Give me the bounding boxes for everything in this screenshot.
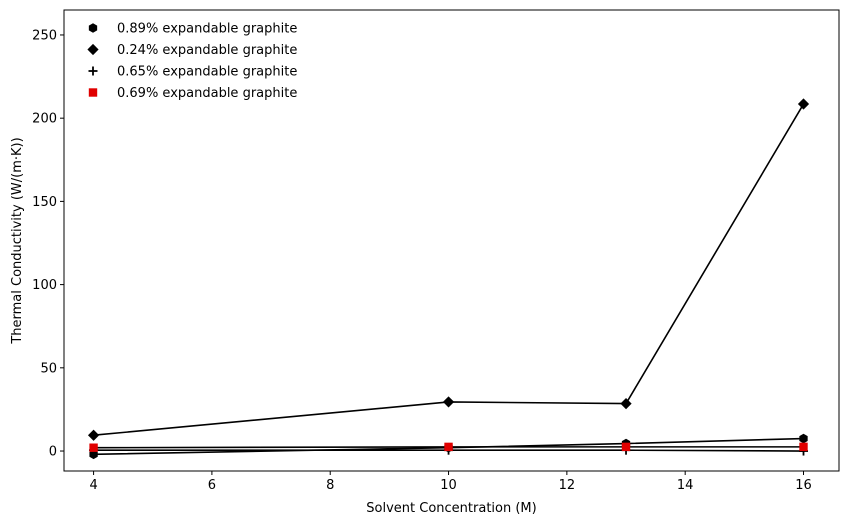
x-tick-label-3: 10 bbox=[440, 478, 457, 493]
x-axis-label: Solvent Concentration (M) bbox=[366, 501, 536, 516]
series-line-1 bbox=[93, 103, 805, 437]
series-3-point-2 bbox=[621, 442, 631, 452]
series-line-3 bbox=[93, 446, 804, 449]
legend-marker-0 bbox=[88, 23, 98, 33]
x-tick-label-0: 4 bbox=[89, 478, 97, 493]
x-tick-label-5: 14 bbox=[677, 478, 694, 493]
legend-entry-1: 0.24% expandable graphite bbox=[87, 43, 297, 58]
legend-entry-2: 0.65% expandable graphite bbox=[88, 65, 297, 80]
series-3-point-1 bbox=[444, 442, 453, 452]
legend-label-1: 0.24% expandable graphite bbox=[117, 43, 297, 58]
x-tick-label-1: 6 bbox=[208, 478, 216, 493]
legend-label-0: 0.89% expandable graphite bbox=[117, 22, 297, 37]
legend-entry-3: 0.69% expandable graphite bbox=[88, 86, 297, 101]
y-tick-label-4: 200 bbox=[32, 112, 57, 127]
y-tick-label-5: 250 bbox=[32, 28, 57, 43]
y-tick-label-3: 150 bbox=[32, 195, 57, 210]
series-1-point-0 bbox=[87, 429, 100, 441]
legend-label-3: 0.69% expandable graphite bbox=[117, 86, 297, 101]
legend-entry-0: 0.89% expandable graphite bbox=[88, 22, 297, 37]
y-tick-label-0: 0 bbox=[49, 445, 57, 460]
x-tick-label-2: 8 bbox=[326, 478, 334, 493]
legend-marker-1 bbox=[87, 43, 99, 56]
plot-frame bbox=[63, 9, 840, 472]
series-1-point-3 bbox=[797, 98, 810, 110]
series-1-point-2 bbox=[620, 397, 632, 410]
series-0-point-3 bbox=[799, 433, 808, 444]
y-axis-label: Thermal Conductivity (W/(m·K)) bbox=[10, 137, 25, 344]
legend-marker-2 bbox=[88, 66, 98, 76]
series-line-2 bbox=[93, 449, 804, 452]
legend-marker-3 bbox=[88, 88, 98, 97]
series-line-0 bbox=[93, 437, 804, 456]
legend-label-2: 0.65% expandable graphite bbox=[117, 65, 297, 80]
y-tick-label-2: 100 bbox=[32, 278, 57, 293]
series-3-point-3 bbox=[799, 442, 808, 452]
x-tick-label-4: 12 bbox=[559, 478, 576, 493]
y-tick-label-1: 50 bbox=[40, 361, 57, 376]
x-tick-label-6: 16 bbox=[795, 478, 812, 493]
series-1-point-1 bbox=[442, 396, 455, 408]
series-3-point-0 bbox=[89, 443, 98, 452]
